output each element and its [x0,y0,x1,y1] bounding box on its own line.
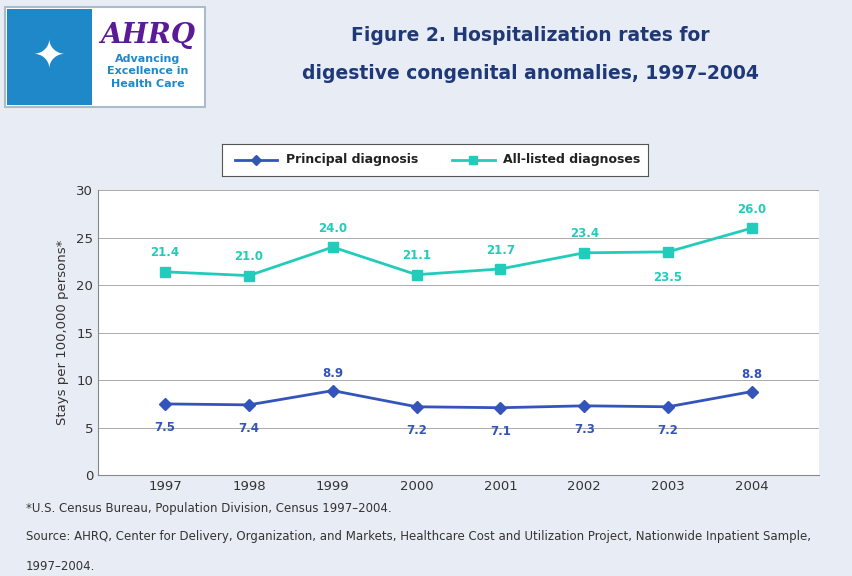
Text: 26.0: 26.0 [736,203,765,216]
Text: All-listed diagnoses: All-listed diagnoses [503,153,640,166]
Text: 7.2: 7.2 [406,424,427,437]
Text: 7.3: 7.3 [573,423,594,436]
Text: ✦: ✦ [32,38,66,76]
Text: Principal diagnosis: Principal diagnosis [285,153,417,166]
Text: Source: AHRQ, Center for Delivery, Organization, and Markets, Healthcare Cost an: Source: AHRQ, Center for Delivery, Organ… [26,530,809,543]
Text: 21.0: 21.0 [234,250,263,263]
Text: 1997–2004.: 1997–2004. [26,560,95,573]
Text: 21.4: 21.4 [151,247,180,259]
Text: *U.S. Census Bureau, Population Division, Census 1997–2004.: *U.S. Census Bureau, Population Division… [26,502,391,515]
Text: 8.8: 8.8 [740,368,762,381]
FancyBboxPatch shape [5,7,204,107]
Text: 7.5: 7.5 [154,421,176,434]
Text: 23.4: 23.4 [569,228,598,240]
Text: AHRQ: AHRQ [101,22,195,49]
Text: 7.2: 7.2 [657,424,677,437]
FancyBboxPatch shape [7,9,92,105]
Text: Health Care: Health Care [111,79,185,89]
Text: 24.0: 24.0 [318,222,347,235]
Text: 21.1: 21.1 [401,249,430,262]
Text: Advancing: Advancing [115,54,181,64]
Text: 7.1: 7.1 [489,425,510,438]
Text: Excellence in: Excellence in [107,66,188,77]
Text: 7.4: 7.4 [239,422,259,435]
Text: digestive congenital anomalies, 1997–2004: digestive congenital anomalies, 1997–200… [302,64,757,83]
Text: 8.9: 8.9 [322,367,343,380]
Text: Figure 2. Hospitalization rates for: Figure 2. Hospitalization rates for [350,26,709,46]
Text: 23.5: 23.5 [653,271,682,284]
Y-axis label: Stays per 100,000 persons*: Stays per 100,000 persons* [56,240,69,425]
Text: 21.7: 21.7 [486,244,515,257]
